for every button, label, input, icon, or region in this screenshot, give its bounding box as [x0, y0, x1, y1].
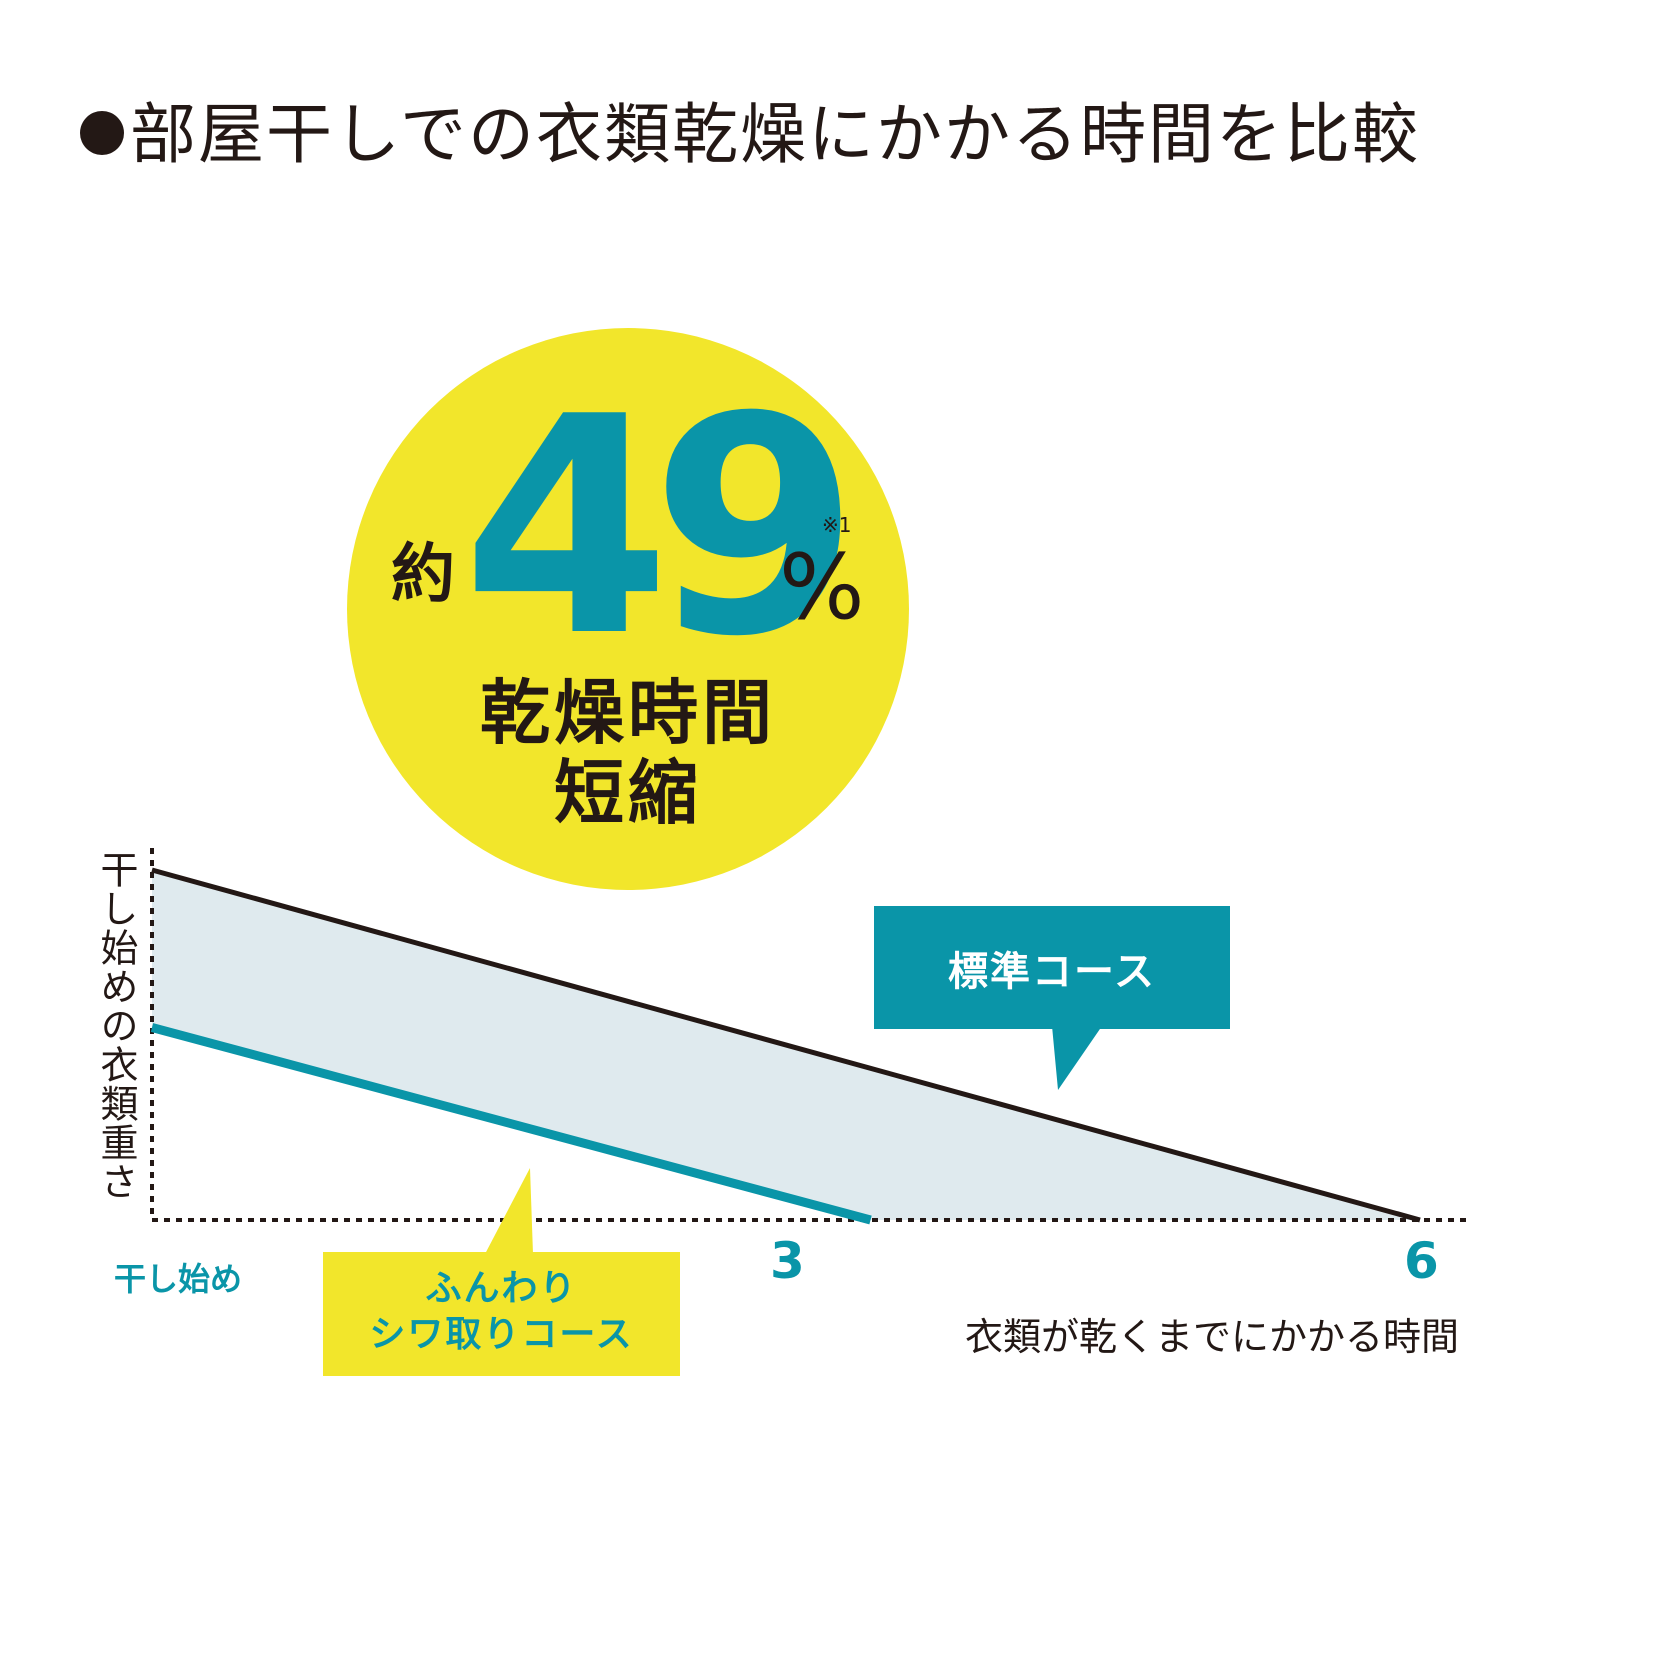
standard-callout-pointer — [1052, 1026, 1102, 1090]
reduction-badge: 約 49 ※1 % 乾燥時間 短縮 — [347, 328, 909, 890]
series-line-soft — [150, 1023, 872, 1225]
soft-callout-line2: シワ取りコース — [369, 1314, 634, 1355]
soft-course-callout: ふんわり シワ取りコース — [323, 1252, 680, 1376]
soft-callout-line1: ふんわり — [425, 1268, 578, 1309]
standard-course-callout: 標準コース — [874, 906, 1230, 1029]
badge-approx-label: 約 — [391, 538, 455, 612]
series-line-standard — [151, 867, 1421, 1223]
badge-caption-line2: 短縮 — [554, 752, 702, 834]
badge-caption-line1: 乾燥時間 — [480, 672, 776, 754]
x-axis-label: 衣類が乾くまでにかかる時間 — [965, 1315, 1460, 1359]
x-origin-label: 干し始め — [114, 1260, 243, 1298]
x-tick-label: 6 — [1404, 1232, 1439, 1290]
x-tick-label: 3 — [770, 1232, 805, 1290]
badge-percent-sign: % — [779, 535, 865, 640]
badge-percentage-number: 49 — [462, 353, 860, 702]
y-axis-label: 干し始めの衣類重さ — [94, 850, 138, 1201]
page-title: 部屋干しでの衣類乾燥にかかる時間を比較 — [80, 95, 1420, 175]
bullet-icon — [80, 111, 124, 155]
series-layer — [150, 867, 1421, 1225]
soft-callout-pointer — [485, 1168, 533, 1254]
badge-footnote-mark: ※1 — [822, 513, 852, 537]
page-title-text: 部屋干しでの衣類乾燥にかかる時間を比較 — [130, 96, 1421, 173]
